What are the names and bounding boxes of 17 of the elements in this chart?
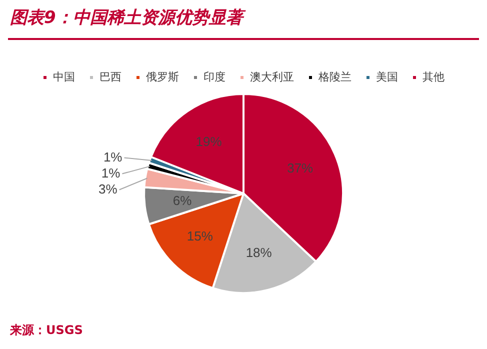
legend-label: 美国: [376, 70, 398, 84]
data-label: 1%: [103, 149, 123, 164]
legend-label: 俄罗斯: [146, 70, 179, 84]
legend-label: 格陵兰: [318, 70, 352, 84]
data-label: 1%: [101, 165, 121, 180]
data-label: 6%: [172, 192, 192, 208]
legend-label: 巴西: [100, 70, 122, 84]
data-label: 3%: [98, 181, 118, 196]
legend-label: 其他: [422, 70, 444, 84]
data-label: 19%: [196, 134, 222, 150]
data-label: 18%: [246, 244, 272, 260]
legend-label: 中国: [53, 70, 75, 84]
legend-label: 澳大利亚: [250, 70, 294, 84]
source-note: 来源：USGS: [10, 322, 83, 339]
data-label: 37%: [287, 160, 314, 176]
data-label: 15%: [186, 228, 214, 244]
legend-label: 印度: [204, 70, 226, 84]
